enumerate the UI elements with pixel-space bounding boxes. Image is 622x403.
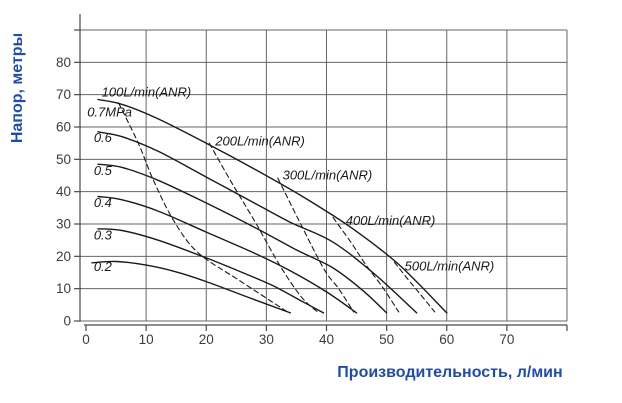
curve-label-0.7MPa: 0.7MPa <box>87 105 132 120</box>
curve-label-400L/min(ANR): 400L/min(ANR) <box>346 213 436 228</box>
curve-label-200L/min(ANR): 200L/min(ANR) <box>214 133 305 148</box>
curve-label-0.3: 0.3 <box>94 228 113 243</box>
x-tick-label: 40 <box>319 332 334 347</box>
y-tick-label: 80 <box>56 55 71 70</box>
curve-label-0.5: 0.5 <box>94 163 113 178</box>
x-tick-label: 30 <box>259 332 274 347</box>
x-tick-label: 50 <box>379 332 394 347</box>
y-tick-label: 70 <box>56 87 71 102</box>
x-tick-label: 70 <box>499 332 514 347</box>
y-tick-label: 30 <box>56 217 71 232</box>
curve-label-500L/min(ANR): 500L/min(ANR) <box>405 259 495 274</box>
series-0.5 <box>97 163 388 314</box>
y-tick-label: 60 <box>56 120 71 135</box>
series-200L/min(ANR) <box>208 142 319 313</box>
curve-label-100L/min(ANR): 100L/min(ANR) <box>102 84 192 99</box>
x-axis-title: Производительность, л/мин <box>337 364 562 381</box>
series-0.2 <box>91 260 292 314</box>
curve-label-0.4: 0.4 <box>94 195 112 210</box>
series-0.3 <box>97 228 325 314</box>
curve-label-300L/min(ANR): 300L/min(ANR) <box>283 167 373 182</box>
x-tick-label: 0 <box>82 332 90 347</box>
x-tick-label: 60 <box>439 332 454 347</box>
y-tick-label: 40 <box>56 184 71 199</box>
series-0.4 <box>97 195 358 314</box>
series-100L/min(ANR) <box>117 102 288 313</box>
series-0.6 <box>97 131 418 314</box>
y-tick-label: 50 <box>56 152 71 167</box>
y-axis-title: Напор, метры <box>9 33 26 143</box>
x-tick-label: 10 <box>139 332 154 347</box>
series-400L/min(ANR) <box>332 216 400 313</box>
generated-chart-content: 0 10 20 30 40 50 60 70 80 0 10 20 30 40 50 60 70 0.7MPa 0.… <box>56 14 568 347</box>
y-tick-label: 0 <box>63 314 71 329</box>
y-tick-label: 10 <box>56 281 71 296</box>
series-0.7MPa <box>97 98 448 314</box>
curve-label-0.2: 0.2 <box>94 259 113 274</box>
curve-label-0.6: 0.6 <box>94 130 113 145</box>
x-tick-label: 20 <box>199 332 214 347</box>
series-300L/min(ANR) <box>277 177 355 313</box>
series-500L/min(ANR) <box>393 261 436 313</box>
y-tick-label: 20 <box>56 249 71 264</box>
